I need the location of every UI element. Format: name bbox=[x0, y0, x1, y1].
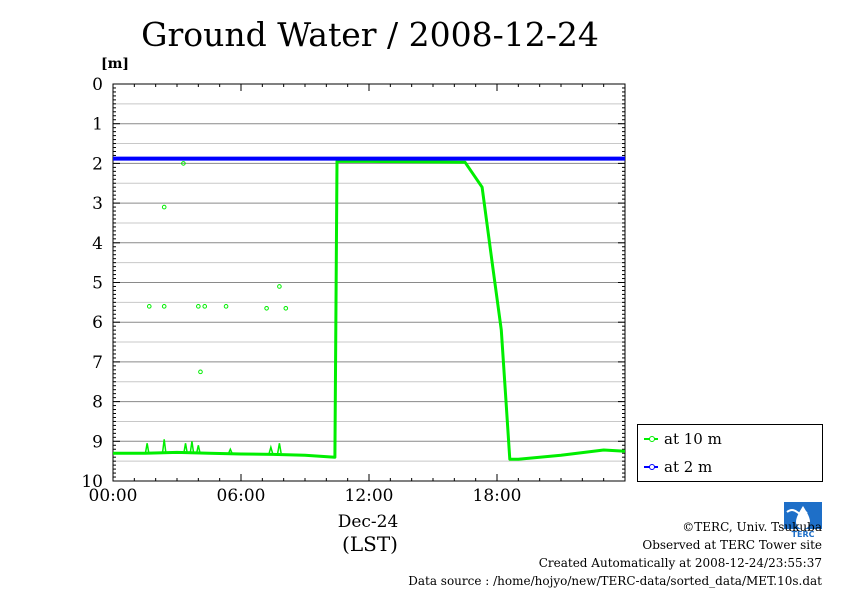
legend: at 10 m at 2 m bbox=[637, 424, 823, 482]
spike-point bbox=[227, 447, 233, 454]
outlier-point bbox=[161, 204, 167, 210]
spike-point bbox=[268, 444, 274, 454]
y-tick-label: 9 bbox=[92, 432, 103, 452]
footer-copyright: ©TERC, Univ. Tsukuba bbox=[682, 520, 822, 534]
x-tick-label: 00:00 bbox=[89, 486, 138, 506]
x-tick-label: 06:00 bbox=[217, 486, 266, 506]
x-axis-date-label: Dec-24 bbox=[338, 512, 399, 532]
y-tick-label: 5 bbox=[92, 274, 103, 294]
spike-point bbox=[183, 443, 188, 454]
y-tick-label: 1 bbox=[92, 115, 103, 135]
y-tick-label: 7 bbox=[92, 353, 103, 373]
spike-point bbox=[144, 443, 150, 454]
legend-label-2m: at 2 m bbox=[664, 458, 713, 476]
x-tick-label: 18:00 bbox=[473, 486, 522, 506]
legend-item-10m: at 10 m bbox=[644, 429, 722, 449]
x-axis-label: (LST) bbox=[342, 532, 398, 556]
outlier-point bbox=[223, 304, 229, 309]
legend-item-2m: at 2 m bbox=[644, 457, 712, 477]
outlier-point bbox=[181, 161, 186, 166]
x-axis: 00:00 06:00 12:00 18:00 bbox=[89, 84, 626, 506]
svg-text:TERC: TERC bbox=[792, 530, 815, 538]
outlier-point bbox=[198, 369, 203, 375]
outlier-point bbox=[161, 304, 167, 309]
x-tick-label: 12:00 bbox=[345, 486, 394, 506]
outlier-point bbox=[283, 306, 289, 311]
y-tick-label: 2 bbox=[92, 154, 103, 174]
y-tick-label: 6 bbox=[92, 313, 103, 333]
legend-label-10m: at 10 m bbox=[664, 430, 722, 448]
y-tick-label: 3 bbox=[92, 194, 103, 214]
y-tick-label: 4 bbox=[92, 234, 103, 254]
terc-logo-icon: TERC bbox=[784, 502, 822, 539]
data-series bbox=[113, 156, 626, 461]
chart-title: Ground Water / 2008-12-24 bbox=[141, 15, 599, 54]
legend-swatch-2m bbox=[644, 464, 658, 470]
spike-point bbox=[161, 439, 167, 454]
spike-point bbox=[195, 445, 201, 454]
y-axis: 0 1 2 3 4 5 6 7 8 9 10 bbox=[81, 75, 625, 492]
footer-source: Data source : /home/hojyo/new/TERC-data/… bbox=[408, 574, 822, 588]
y-tick-label: 8 bbox=[92, 393, 103, 413]
y-axis-unit: [m] bbox=[101, 56, 129, 72]
terc-logo: TERC bbox=[784, 502, 822, 539]
legend-swatch-10m bbox=[644, 436, 658, 442]
y-tick-label: 10 bbox=[81, 472, 103, 492]
outlier-point bbox=[264, 306, 269, 311]
footer-created: Created Automatically at 2008-12-24/23:5… bbox=[538, 556, 822, 570]
outlier-point bbox=[196, 304, 201, 309]
outlier-point bbox=[277, 284, 282, 289]
footer-observed: Observed at TERC Tower site bbox=[642, 538, 822, 552]
series-line-10m bbox=[113, 159, 626, 461]
spike-point bbox=[276, 443, 282, 454]
grid-lines bbox=[113, 103, 625, 462]
spike-point bbox=[189, 441, 195, 454]
outlier-point bbox=[202, 304, 208, 309]
outlier-point bbox=[146, 304, 152, 309]
y-tick-label: 0 bbox=[92, 75, 103, 95]
